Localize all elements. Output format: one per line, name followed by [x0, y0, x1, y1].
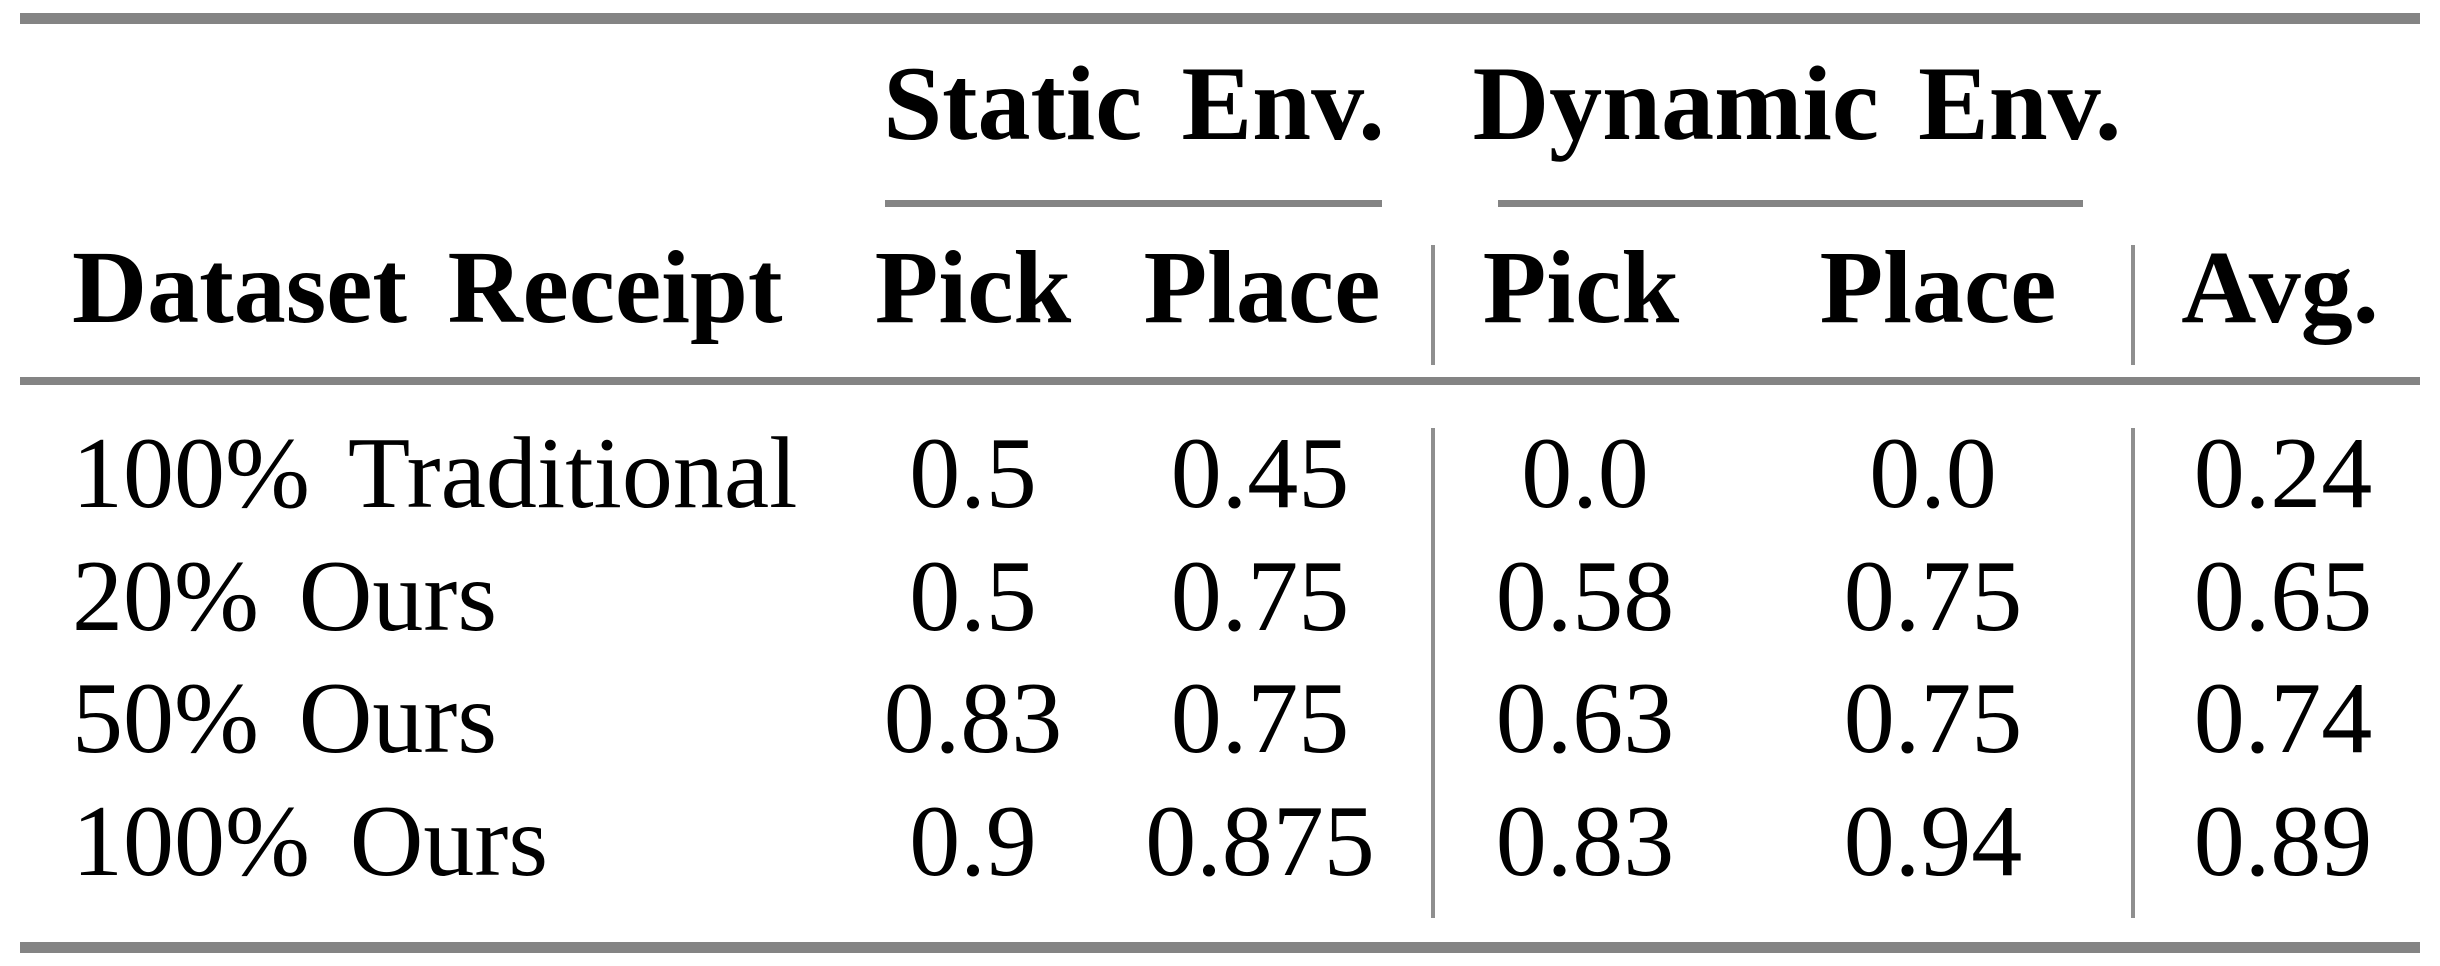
cell-static-place: 0.75	[1170, 662, 1350, 775]
vertical-separator-2-header	[2131, 245, 2135, 365]
cmidrule-static	[885, 200, 1382, 207]
column-header-avg: Avg.	[2181, 230, 2379, 345]
cell-dynamic-pick: 0.58	[1495, 540, 1675, 653]
bottom-rule	[20, 942, 2420, 953]
cell-dynamic-place: 0.75	[1843, 540, 2023, 653]
cell-avg: 0.65	[2193, 540, 2373, 653]
cell-avg: 0.74	[2193, 662, 2373, 775]
column-header-dynamic-place: Place	[1819, 230, 2057, 345]
vertical-separator-1-header	[1431, 245, 1435, 365]
cell-dynamic-pick: 0.83	[1495, 785, 1675, 898]
column-header-static-pick: Pick	[874, 230, 1072, 345]
cell-static-place: 0.45	[1170, 417, 1350, 530]
cell-dynamic-place: 0.0	[1869, 417, 1997, 530]
column-header-dataset-receipt: Dataset Receipt	[72, 230, 783, 345]
column-header-dynamic-pick: Pick	[1482, 230, 1680, 345]
cell-dynamic-place: 0.75	[1843, 662, 2023, 775]
column-header-static-place: Place	[1143, 230, 1381, 345]
cell-dynamic-pick: 0.0	[1521, 417, 1649, 530]
row-label: 100% Ours	[72, 785, 549, 898]
mid-rule	[20, 377, 2420, 385]
cell-avg: 0.24	[2193, 417, 2373, 530]
cell-avg: 0.89	[2193, 785, 2373, 898]
cell-static-pick: 0.5	[909, 417, 1037, 530]
cell-dynamic-pick: 0.63	[1495, 662, 1675, 775]
cell-static-pick: 0.5	[909, 540, 1037, 653]
vertical-separator-2-body	[2131, 428, 2135, 918]
cell-static-place: 0.75	[1170, 540, 1350, 653]
cell-static-pick: 0.9	[909, 785, 1037, 898]
cell-static-pick: 0.83	[883, 662, 1063, 775]
vertical-separator-1-body	[1431, 428, 1435, 918]
cell-dynamic-place: 0.94	[1843, 785, 2023, 898]
row-label: 50% Ours	[72, 662, 498, 775]
row-label: 20% Ours	[72, 540, 498, 653]
group-header-dynamic-env: Dynamic Env.	[1472, 45, 2122, 162]
cell-static-place: 0.875	[1145, 785, 1375, 898]
top-rule	[20, 13, 2420, 24]
group-header-static-env: Static Env.	[883, 45, 1385, 162]
row-label: 100% Traditional	[72, 417, 798, 530]
cmidrule-dynamic	[1498, 200, 2083, 207]
